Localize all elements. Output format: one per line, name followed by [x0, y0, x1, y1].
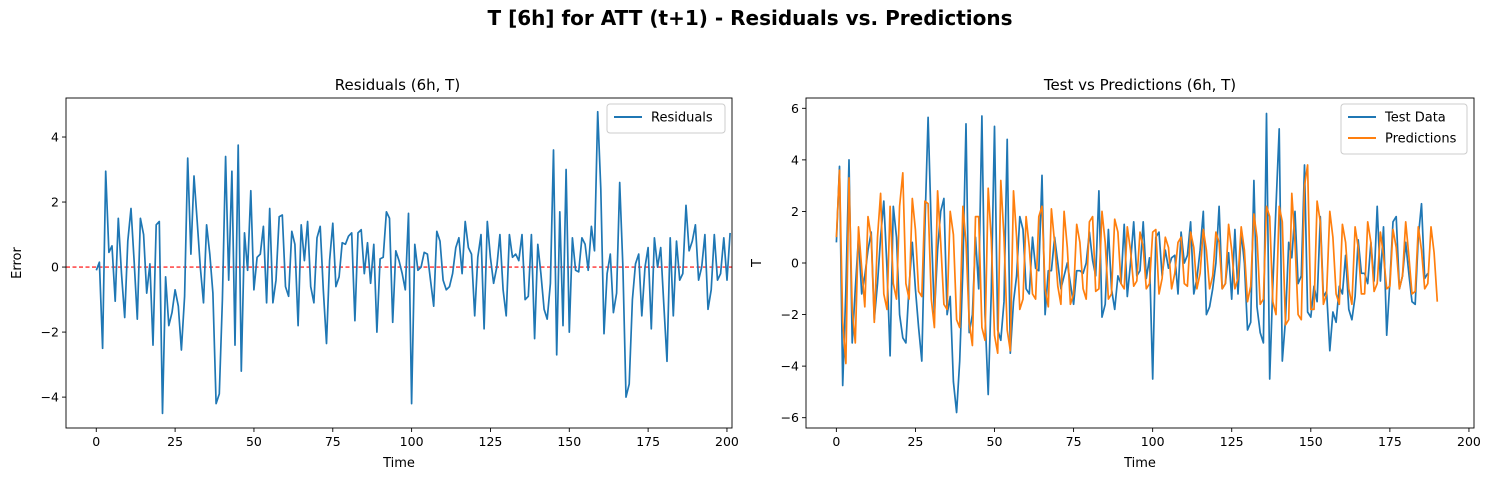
test-vs-predictions-x-tick-label: 50 — [987, 434, 1003, 449]
residuals-x-tick-label: 100 — [400, 434, 424, 449]
test-vs-predictions-axes-frame — [805, 97, 1475, 429]
test-vs-predictions-x-axis-label: Time — [1123, 456, 1156, 471]
residuals-plot-area — [66, 110, 732, 415]
residuals-y-tick-label: 0 — [51, 260, 59, 275]
test-vs-predictions-y-tick-label: 6 — [791, 101, 799, 116]
residuals-x-tick-label: 75 — [325, 434, 341, 449]
residuals-x-tick-label: 0 — [92, 434, 100, 449]
test-vs-predictions-y-axis-label: T — [750, 259, 765, 268]
test-vs-predictions-x-tick-label: 25 — [907, 434, 923, 449]
test-vs-predictions-x-tick-label: 125 — [1220, 434, 1244, 449]
residuals-ticks: 0 25 50 75 100 125 150 175 200 −4 −2 0 2 4 — [41, 130, 739, 449]
test-vs-predictions-y-tick-label: −2 — [781, 307, 799, 322]
test-vs-predictions-panel: Test vs Predictions (6h, T) 0 25 50 75 100 12… — [750, 76, 1481, 471]
test-vs-predictions-plot-area — [835, 112, 1439, 414]
test-vs-predictions-y-tick-label: 4 — [791, 152, 799, 167]
residuals-y-tick-label: 2 — [51, 195, 59, 210]
residuals-axes-frame — [65, 97, 733, 429]
test-vs-predictions-panel-title: Test vs Predictions (6h, T) — [1043, 76, 1236, 94]
residuals-x-tick-label: 175 — [636, 434, 660, 449]
legend-label: Residuals — [651, 111, 713, 126]
residuals-y-tick-label: −4 — [41, 390, 59, 405]
residuals-legend: Residuals — [606, 103, 726, 134]
test-vs-predictions-x-tick-label: 150 — [1299, 434, 1323, 449]
residuals-x-tick-label: 125 — [479, 434, 503, 449]
residuals-x-tick-label: 200 — [715, 434, 739, 449]
test-vs-predictions-y-tick-label: 2 — [791, 204, 799, 219]
test-vs-predictions-x-tick-label: 75 — [1066, 434, 1082, 449]
test-vs-predictions-x-tick-label: 0 — [832, 434, 840, 449]
legend-label: Test Data — [1384, 111, 1446, 126]
residuals-x-tick-label: 50 — [246, 434, 262, 449]
residuals-x-tick-label: 150 — [557, 434, 581, 449]
residuals-legend-box — [606, 103, 726, 134]
residuals-y-tick-label: −2 — [41, 325, 59, 340]
test-vs-predictions-x-tick-label: 175 — [1378, 434, 1402, 449]
test-vs-predictions-y-tick-label: 0 — [791, 256, 799, 271]
figure-title: T [6h] for ATT (t+1) - Residuals vs. Pre… — [487, 6, 1013, 30]
residuals-x-tick-label: 25 — [167, 434, 183, 449]
residuals-x-axis-label: Time — [382, 456, 415, 471]
test-vs-predictions-x-tick-label: 200 — [1457, 434, 1481, 449]
test-vs-predictions-ticks: 0 25 50 75 100 125 150 175 200 −6 −4 −2 0 2 4 6 — [781, 101, 1481, 449]
residuals-y-tick-label: 4 — [51, 130, 59, 145]
test-vs-predictions-legend: Test Data Predictions — [1340, 103, 1468, 155]
residuals-y-axis-label: Error — [10, 247, 25, 279]
legend-label: Predictions — [1385, 132, 1457, 147]
test-vs-predictions-y-tick-label: −6 — [781, 410, 799, 425]
test-vs-predictions-y-tick-label: −4 — [781, 359, 799, 374]
residuals-panel-title: Residuals (6h, T) — [335, 76, 460, 94]
series-line-predictions — [835, 164, 1439, 365]
test-vs-predictions-x-tick-label: 100 — [1141, 434, 1165, 449]
residuals-panel: Residuals (6h, T) 0 25 50 75 100 125 150 175 200… — [10, 76, 739, 471]
series-line-residuals — [95, 110, 731, 415]
